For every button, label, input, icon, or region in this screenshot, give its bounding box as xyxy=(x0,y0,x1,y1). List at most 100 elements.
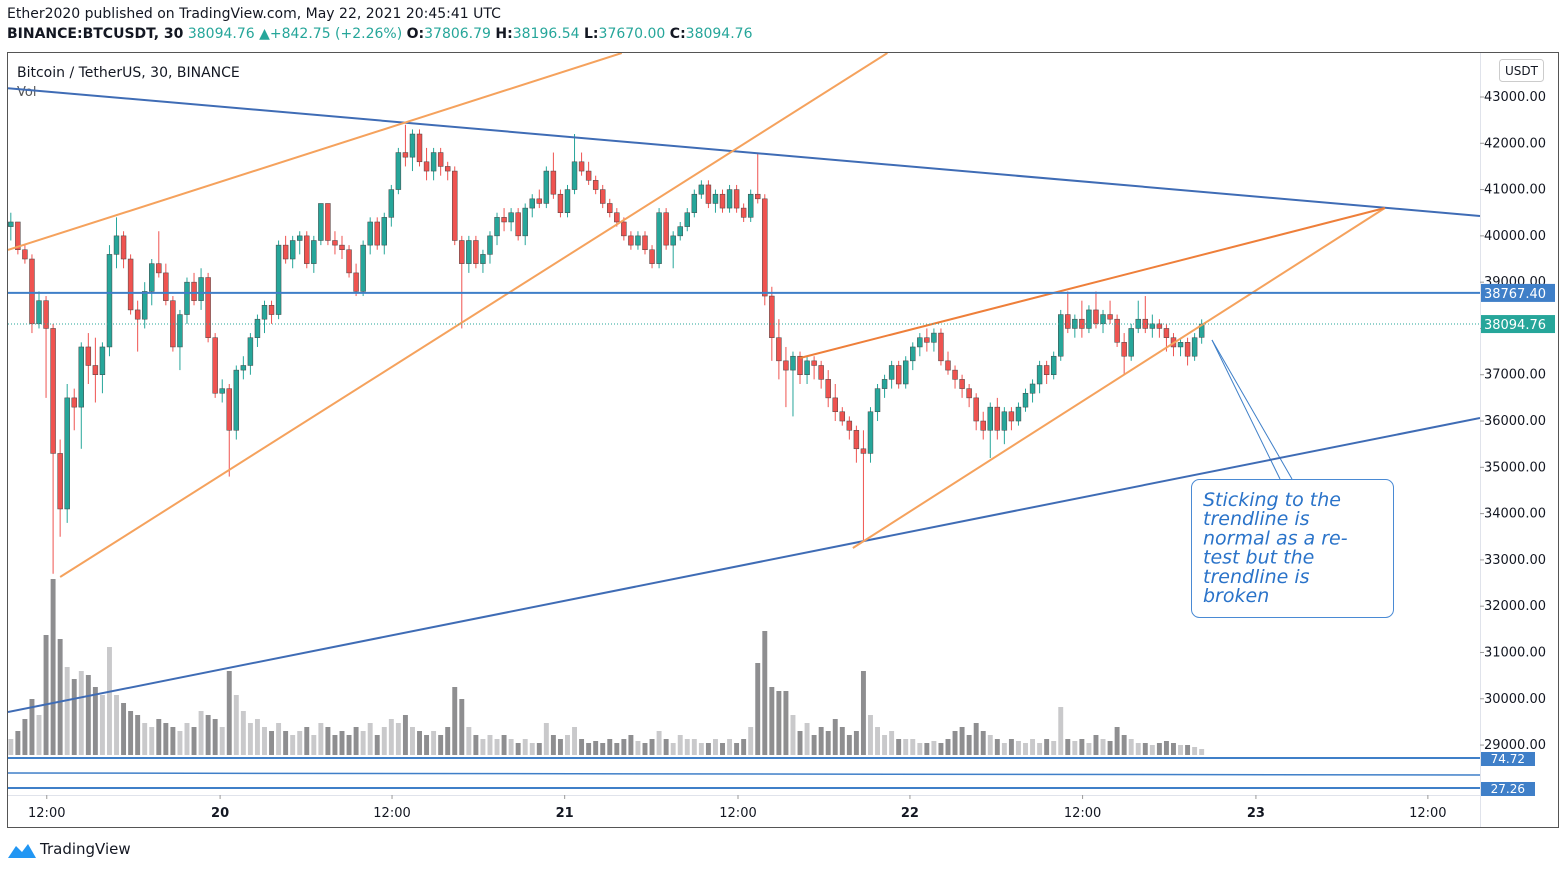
volume-bar xyxy=(550,735,556,755)
candle-body xyxy=(43,300,49,329)
candle-body xyxy=(550,170,557,195)
candle-body xyxy=(367,221,373,246)
candle-body xyxy=(120,235,127,260)
candle-body xyxy=(106,254,113,348)
volume-bar xyxy=(586,743,592,755)
volume-bar xyxy=(593,741,599,755)
candle-body xyxy=(585,170,592,181)
volume-bar xyxy=(797,731,803,755)
candle-body xyxy=(755,193,761,200)
callout-pointer xyxy=(1211,339,1281,480)
candle-body xyxy=(719,193,726,209)
candle-body xyxy=(600,189,606,204)
candle-body xyxy=(769,295,775,338)
level-badge xyxy=(1481,283,1555,302)
candle-body xyxy=(656,212,662,264)
candle-body xyxy=(1058,314,1064,357)
candle-body xyxy=(304,235,310,264)
frame xyxy=(7,52,1559,828)
candle-body xyxy=(444,166,451,172)
candle-body xyxy=(529,198,535,209)
volume-bar xyxy=(614,743,620,755)
candle-body xyxy=(740,207,747,218)
candle-body xyxy=(1184,342,1191,357)
volume-bar xyxy=(1037,743,1043,755)
volume-bar xyxy=(254,719,260,755)
candle-body xyxy=(1043,365,1050,375)
volume-bar xyxy=(853,731,859,755)
volume-bar xyxy=(684,739,690,755)
header: Ether2020 published on TradingView.com, … xyxy=(7,4,752,44)
candle-body xyxy=(339,244,345,251)
volume-bar xyxy=(459,699,465,755)
candle-body xyxy=(607,203,613,213)
candle-body xyxy=(705,184,712,204)
candle-body xyxy=(170,300,176,348)
candle-body xyxy=(311,240,317,264)
candle-body xyxy=(297,235,303,241)
candle-body xyxy=(522,207,528,237)
candle-body xyxy=(212,337,218,394)
candle-body xyxy=(134,309,141,320)
candle-body xyxy=(776,337,782,362)
volume-bar xyxy=(832,719,838,755)
candle-body xyxy=(783,360,789,371)
candle-body xyxy=(881,379,888,389)
candle-body xyxy=(1093,309,1099,325)
volume-bar xyxy=(64,667,70,755)
volume-bar xyxy=(346,735,352,755)
candle-body xyxy=(452,170,458,241)
c-label: C: xyxy=(669,26,686,42)
volume-bar xyxy=(501,735,507,755)
volume-bar xyxy=(1149,745,1155,755)
candle-body xyxy=(691,193,698,213)
candle-body xyxy=(57,453,63,510)
volume-bar xyxy=(325,727,331,755)
volume-bar xyxy=(1086,743,1092,755)
candle-body xyxy=(416,133,423,163)
candle-body xyxy=(466,240,472,264)
x-tick-label: 22 xyxy=(901,806,919,821)
volume-bar xyxy=(283,731,289,755)
candle-body xyxy=(149,263,155,292)
currency-button[interactable] xyxy=(1499,59,1544,82)
volume-bar xyxy=(128,711,134,755)
volume-bar xyxy=(297,731,303,755)
volume-bar xyxy=(720,743,725,755)
candle-body xyxy=(184,281,190,315)
candle-body xyxy=(1156,323,1163,329)
volume-bar xyxy=(290,735,296,755)
candle-body xyxy=(480,254,486,264)
candle-body xyxy=(353,272,359,292)
annotation-line: broken xyxy=(1203,585,1269,607)
volume-bar xyxy=(1015,741,1021,755)
pane-badge xyxy=(1481,752,1535,766)
candle-body xyxy=(628,235,634,246)
candle-body xyxy=(663,212,669,246)
candle-body xyxy=(261,305,268,320)
volume-bar xyxy=(656,731,662,755)
candle-body xyxy=(1086,309,1092,329)
candle-body xyxy=(318,203,324,241)
volume-bar xyxy=(522,739,528,755)
volume-bar xyxy=(92,687,98,755)
y-tick-label: 41000.00 xyxy=(1484,183,1546,198)
volume-bar xyxy=(896,739,902,755)
volume-bar xyxy=(198,711,204,755)
candle-body xyxy=(1191,337,1198,357)
candle-body xyxy=(332,240,338,246)
candle-body xyxy=(1114,318,1120,343)
candle-body xyxy=(832,397,838,413)
volume-bar xyxy=(177,731,183,755)
candle-body xyxy=(790,355,796,371)
candle-body xyxy=(22,249,28,260)
callout-pointer xyxy=(1211,339,1293,480)
candle-body xyxy=(959,379,965,389)
candle-body xyxy=(459,240,465,264)
volume-bar xyxy=(50,579,56,755)
candle-body xyxy=(973,397,979,422)
candle-body xyxy=(684,212,690,227)
last-price-badge xyxy=(1481,315,1555,334)
candle-body xyxy=(952,369,958,380)
volume-bar xyxy=(924,743,930,755)
